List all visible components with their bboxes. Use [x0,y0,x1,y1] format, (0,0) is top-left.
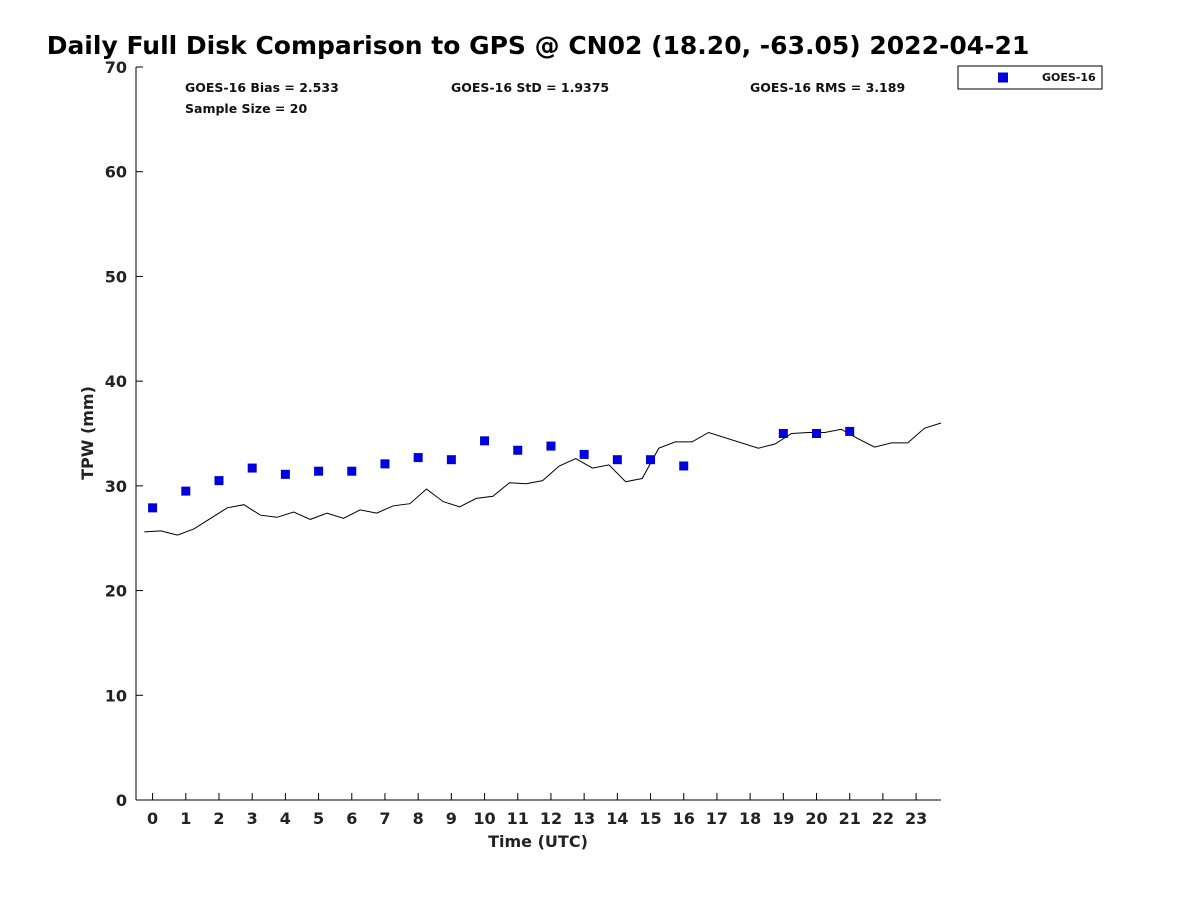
data-point [612,455,622,465]
data-point [314,466,324,476]
y-tick-label: 50 [105,267,127,286]
x-tick-label: 17 [706,809,728,828]
data-point [347,466,357,476]
chart-title: Daily Full Disk Comparison to GPS @ CN02… [47,31,1030,60]
x-tick-label: 15 [639,809,661,828]
data-point [380,459,390,469]
y-axis-label: TPW (mm) [78,386,97,480]
stat-rms: GOES-16 RMS = 3.189 [750,80,905,95]
x-tick-label: 18 [739,809,761,828]
x-ticks: 0 1 2 3 4 5 6 7 8 9 10 11 12 13 14 15 16 17 18 19 20 21 22 23 [147,793,927,828]
data-point [148,503,158,513]
y-tick-label: 60 [105,163,127,182]
data-point [480,436,490,446]
x-tick-label: 11 [507,809,529,828]
data-point [646,455,656,465]
y-ticks: 0 10 20 30 40 50 60 70 [105,58,143,810]
legend: GOES-16 [957,65,1103,90]
stat-std: GOES-16 StD = 1.9375 [451,80,609,95]
y-tick-label: 0 [116,791,127,810]
data-point [546,441,556,451]
x-tick-label: 14 [606,809,628,828]
x-tick-label: 7 [379,809,390,828]
data-point [513,445,523,455]
data-point [280,469,290,479]
legend-box [957,65,1103,90]
x-tick-label: 20 [805,809,827,828]
data-point [181,486,191,496]
x-tick-label: 3 [247,809,258,828]
x-tick-label: 21 [839,809,861,828]
x-tick-label: 22 [872,809,894,828]
x-tick-label: 8 [413,809,424,828]
x-tick-label: 19 [772,809,794,828]
x-tick-label: 9 [446,809,457,828]
x-tick-label: 6 [346,809,357,828]
data-point [812,429,822,438]
y-tick-label: 30 [105,477,127,496]
x-tick-label: 10 [473,809,495,828]
data-point [247,463,257,473]
data-point [845,426,855,436]
series-markers-group [148,426,855,513]
data-point [413,453,423,463]
legend-marker [998,72,1008,83]
stat-sample-size: Sample Size = 20 [185,101,307,116]
x-tick-label: 12 [540,809,562,828]
stat-bias: GOES-16 Bias = 2.533 [185,80,339,95]
legend-label: GOES-16 [1042,71,1096,84]
series-line-group [144,422,942,536]
data-point [679,461,689,471]
data-point [778,429,788,438]
x-axis-label: Time (UTC) [488,832,588,851]
y-tick-label: 20 [105,582,127,601]
y-tick-label: 40 [105,372,127,391]
x-tick-label: 2 [213,809,224,828]
x-tick-label: 5 [313,809,324,828]
data-point [214,476,224,486]
x-tick-label: 16 [673,809,695,828]
y-tick-label: 70 [105,58,127,77]
x-tick-label: 4 [280,809,291,828]
x-tick-label: 23 [905,809,927,828]
x-tick-label: 13 [573,809,595,828]
y-tick-label: 10 [105,686,127,705]
series-line [144,422,942,536]
x-tick-label: 0 [147,809,158,828]
data-point [446,455,456,465]
axes [135,67,941,801]
x-tick-label: 1 [180,809,191,828]
data-point [579,449,589,459]
